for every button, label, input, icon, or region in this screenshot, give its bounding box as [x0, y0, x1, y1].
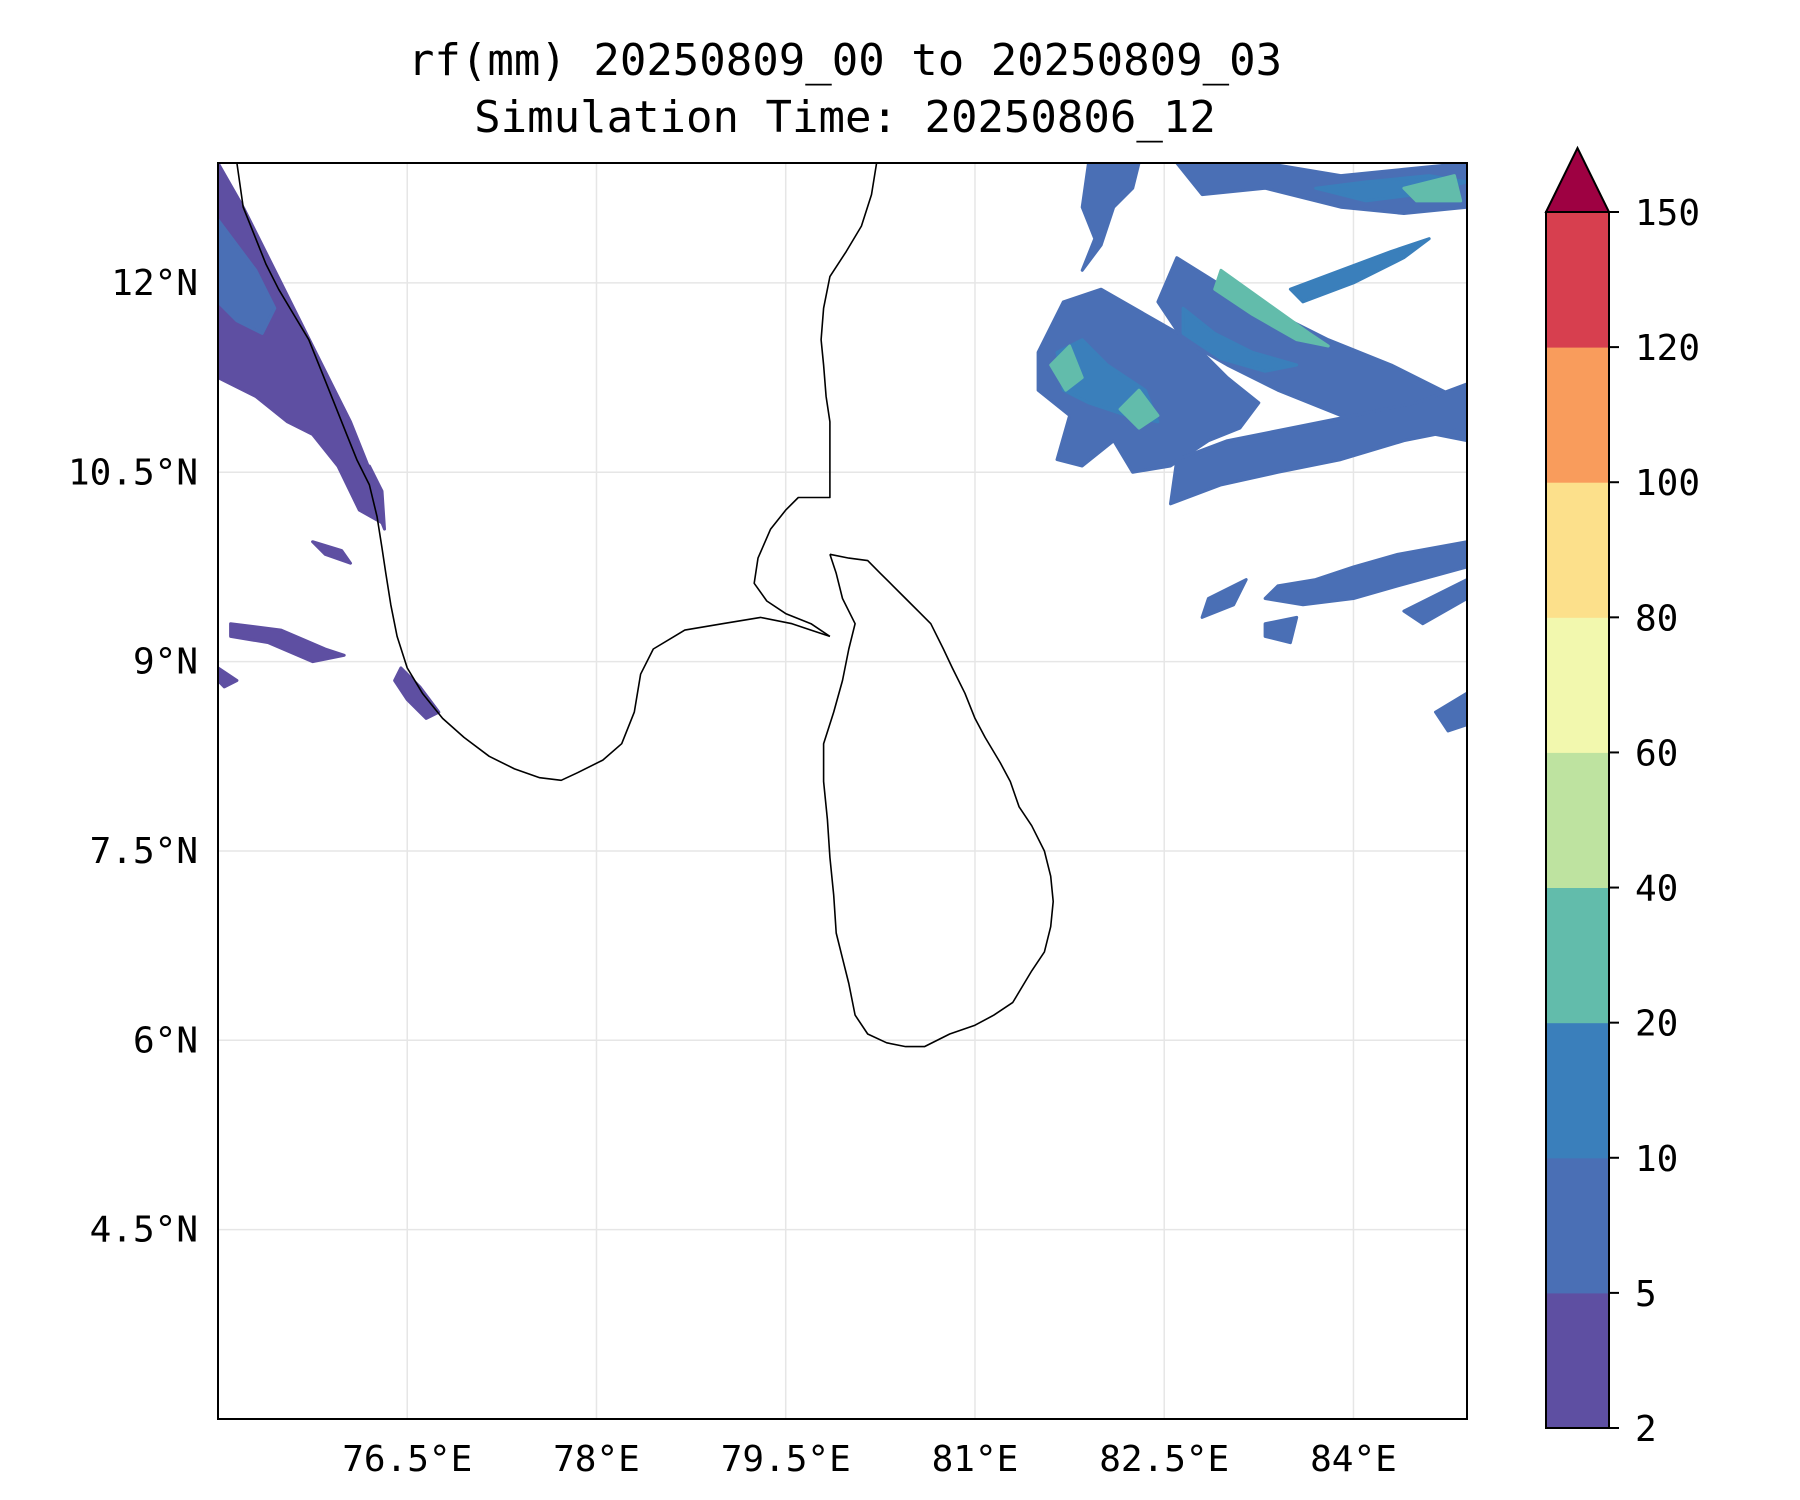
- colorbar-segment: [1546, 212, 1609, 348]
- rain-area-10-20: [1181, 306, 1299, 373]
- rain-area-20-40: [1402, 174, 1463, 203]
- rain-area-5-10: [1402, 578, 1467, 626]
- rain-area-5-10: [218, 218, 277, 335]
- rainfall-contours: [218, 163, 1467, 733]
- colorbar-segment: [1546, 1157, 1609, 1294]
- colorbar-segment: [1546, 347, 1609, 483]
- coastlines: [236, 163, 1054, 1048]
- colorbar-frame: [1545, 211, 1610, 1429]
- rain-area-5-10: [1263, 540, 1467, 607]
- rain-area-2-5: [311, 540, 352, 565]
- colorbar-tick-label: 2: [1635, 1409, 1657, 1450]
- colorbar-tick-label: 120: [1635, 328, 1700, 369]
- lon-tick-label: 81°E: [932, 1439, 1019, 1480]
- lat-tick-label: 6°N: [133, 1020, 198, 1061]
- lat-tick-label: 10.5°N: [68, 452, 198, 493]
- rain-area-2-5: [218, 666, 239, 689]
- rain-area-20-40: [1049, 344, 1084, 392]
- chart-title: rf(mm) 20250809_00 to 20250809_03 Simula…: [0, 32, 1690, 146]
- lon-tick-label: 84°E: [1310, 1439, 1397, 1480]
- rain-area-2-5: [367, 464, 386, 531]
- lat-tick-label: 4.5°N: [90, 1210, 198, 1251]
- lat-tick-label: 7.5°N: [90, 831, 198, 872]
- colorbar-tick-label: 20: [1635, 1004, 1678, 1045]
- coastline: [753, 163, 878, 638]
- coastline: [822, 553, 1054, 1048]
- colorbar: 2 5 10 20 40 60 80 100 120 150: [1544, 145, 1700, 1450]
- title-line-1: rf(mm) 20250809_00 to 20250809_03: [407, 35, 1283, 86]
- rain-area-5-10: [1434, 691, 1467, 733]
- lon-axis: 76.5°E 78°E 79.5°E 81°E 82.5°E 84°E: [342, 1439, 1397, 1480]
- colorbar-tick-label: 150: [1635, 193, 1700, 234]
- lon-tick-label: 82.5°E: [1099, 1439, 1229, 1480]
- lon-tick-label: 78°E: [553, 1439, 640, 1480]
- colorbar-tick-label: 60: [1635, 733, 1678, 774]
- colorbar-segment: [1546, 1292, 1609, 1429]
- coastline: [236, 163, 831, 782]
- rain-area-2-5: [393, 666, 441, 720]
- colorbar-segment: [1546, 887, 1609, 1024]
- lat-axis: 4.5°N 6°N 7.5°N 9°N 10.5°N 12°N: [68, 263, 198, 1251]
- map-frame: [217, 162, 1468, 1420]
- colorbar-tick-label: 80: [1635, 598, 1678, 639]
- rain-area-20-40: [1118, 388, 1160, 430]
- colorbar-tick-label: 5: [1635, 1274, 1657, 1315]
- rain-area-2-5: [229, 622, 346, 664]
- rain-area-5-10: [1080, 163, 1141, 272]
- rain-area-5-10: [1169, 382, 1467, 506]
- title-line-2: Simulation Time: 20250806_12: [474, 92, 1216, 143]
- colorbar-segment: [1546, 482, 1609, 618]
- colorbar-tick-label: 40: [1635, 869, 1678, 910]
- rain-area-5-10: [1036, 287, 1261, 474]
- colorbar-tick-label: 10: [1635, 1139, 1678, 1180]
- lat-tick-label: 9°N: [133, 642, 198, 683]
- colorbar-segment: [1546, 752, 1609, 888]
- lon-tick-label: 76.5°E: [342, 1439, 472, 1480]
- colorbar-extend-arrow: [1544, 145, 1611, 213]
- rain-area-10-20: [1288, 237, 1431, 304]
- lat-tick-label: 12°N: [111, 263, 198, 304]
- rain-area-20-40: [1213, 268, 1330, 348]
- colorbar-segment: [1546, 1022, 1609, 1159]
- lon-tick-label: 79.5°E: [721, 1439, 851, 1480]
- rain-area-5-10: [1263, 615, 1299, 645]
- rain-area-5-10: [1200, 578, 1248, 619]
- rain-area-2-5: [218, 163, 384, 525]
- colorbar-tick-label: 100: [1635, 463, 1700, 504]
- colorbar-segment: [1546, 617, 1609, 753]
